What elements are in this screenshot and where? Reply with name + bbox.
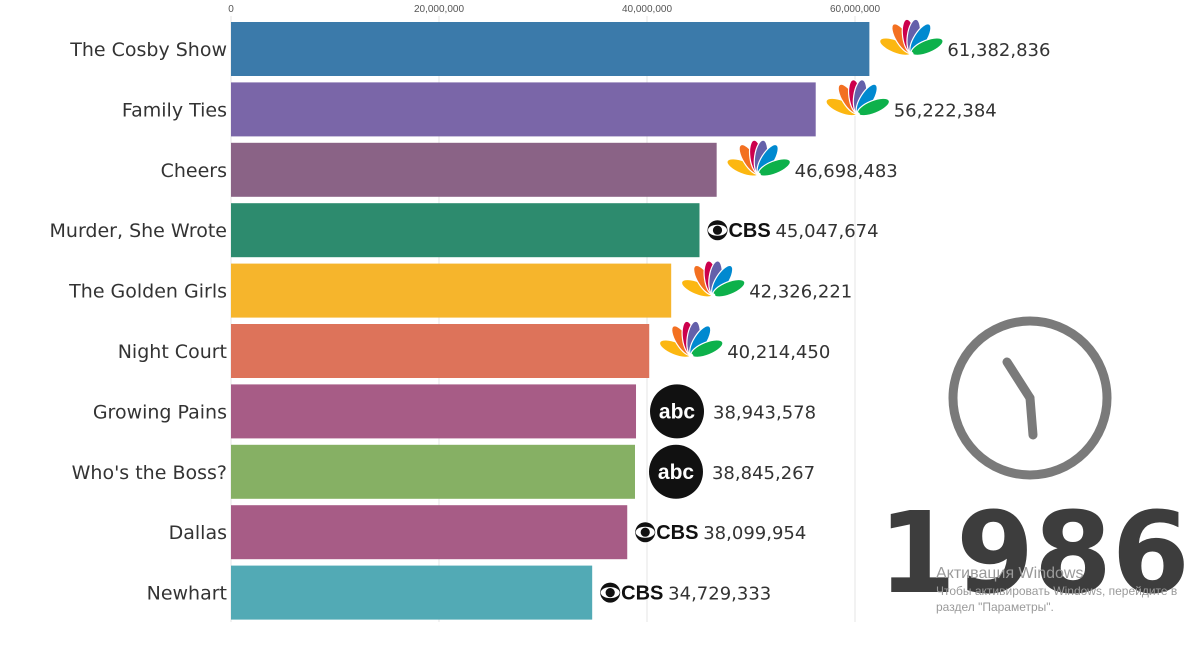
category-label: The Golden Girls [68,281,227,303]
nbc-icon [658,320,724,359]
bar-row: Dallas CBS 38,099,954 [169,505,806,560]
windows-activation-watermark: Активация Windows Чтобы активировать Win… [936,565,1200,615]
category-label: Cheers [161,160,227,182]
x-tick-label: 0 [228,4,234,15]
value-label: 46,698,483 [795,161,898,182]
category-label: The Cosby Show [69,39,227,61]
svg-text:abc: abc [659,400,696,423]
bar-row: Night Court 40,214,450 [118,320,830,378]
bar-row: Newhart CBS 34,729,333 [147,565,771,620]
bar-row: Family Ties 56,222,384 [122,79,997,137]
svg-text:CBS: CBS [728,220,770,242]
x-tick-label: 60,000,000 [830,4,880,15]
bar [231,384,637,439]
abc-icon: abc [648,444,703,499]
cbs-icon: CBS [635,522,698,544]
value-label: 61,382,836 [947,40,1050,61]
watermark-line-1: Чтобы активировать Windows, перейдите в [936,584,1178,598]
bar [231,263,672,318]
bar-row: Growing Pains abc 38,943,578 [93,384,816,439]
bar [231,324,650,378]
abc-icon: abc [650,384,705,439]
bar-row: Who's the Boss? abc 38,845,267 [72,444,815,499]
x-axis-ticks: 0 20,000,000 40,000,000 60,000,000 [228,4,880,15]
nbc-icon [825,79,891,117]
value-label: 45,047,674 [775,221,878,242]
category-label: Dallas [169,522,227,544]
watermark-line-2: раздел "Параметры". [936,600,1054,614]
category-label: Growing Pains [93,401,227,423]
value-label: 40,214,450 [727,342,830,363]
bar-row: Cheers 46,698,483 [161,139,898,197]
nbc-icon [726,139,791,177]
bar-row: Murder, She Wrote CBS 45,047,674 [50,203,879,258]
x-tick-label: 40,000,000 [622,4,672,15]
bars: The Cosby Show 61,382,836 Family Ties 56,22… [50,18,1050,620]
svg-text:abc: abc [658,461,695,484]
svg-text:CBS: CBS [621,583,663,605]
nbc-icon [680,260,746,298]
bar [231,82,816,137]
value-label: 38,099,954 [703,523,806,544]
year-label: 1986 [878,489,1190,619]
bar-row: The Cosby Show 61,382,836 [69,18,1050,76]
value-label: 38,943,578 [713,402,816,423]
nbc-icon [879,18,944,57]
x-tick-label: 20,000,000 [414,4,464,15]
cbs-icon: CBS [707,220,771,242]
bar [231,22,870,76]
value-label: 38,845,267 [712,463,815,484]
bar [231,142,717,197]
watermark-title: Активация Windows [936,565,1084,582]
value-label: 34,729,333 [668,584,771,605]
value-label: 56,222,384 [894,100,997,121]
bar [231,203,700,258]
category-label: Who's the Boss? [72,462,227,484]
cbs-icon: CBS [600,582,663,605]
category-label: Family Ties [122,99,227,121]
value-label: 42,326,221 [749,282,852,303]
bar-row: The Golden Girls 42,326,221 [68,260,852,318]
bar [231,444,635,499]
svg-text:CBS: CBS [656,522,698,544]
category-label: Night Court [118,341,227,363]
category-label: Murder, She Wrote [50,220,227,242]
bar [231,565,593,620]
bar [231,505,628,560]
clock-icon [948,316,1112,480]
category-label: Newhart [147,583,227,605]
